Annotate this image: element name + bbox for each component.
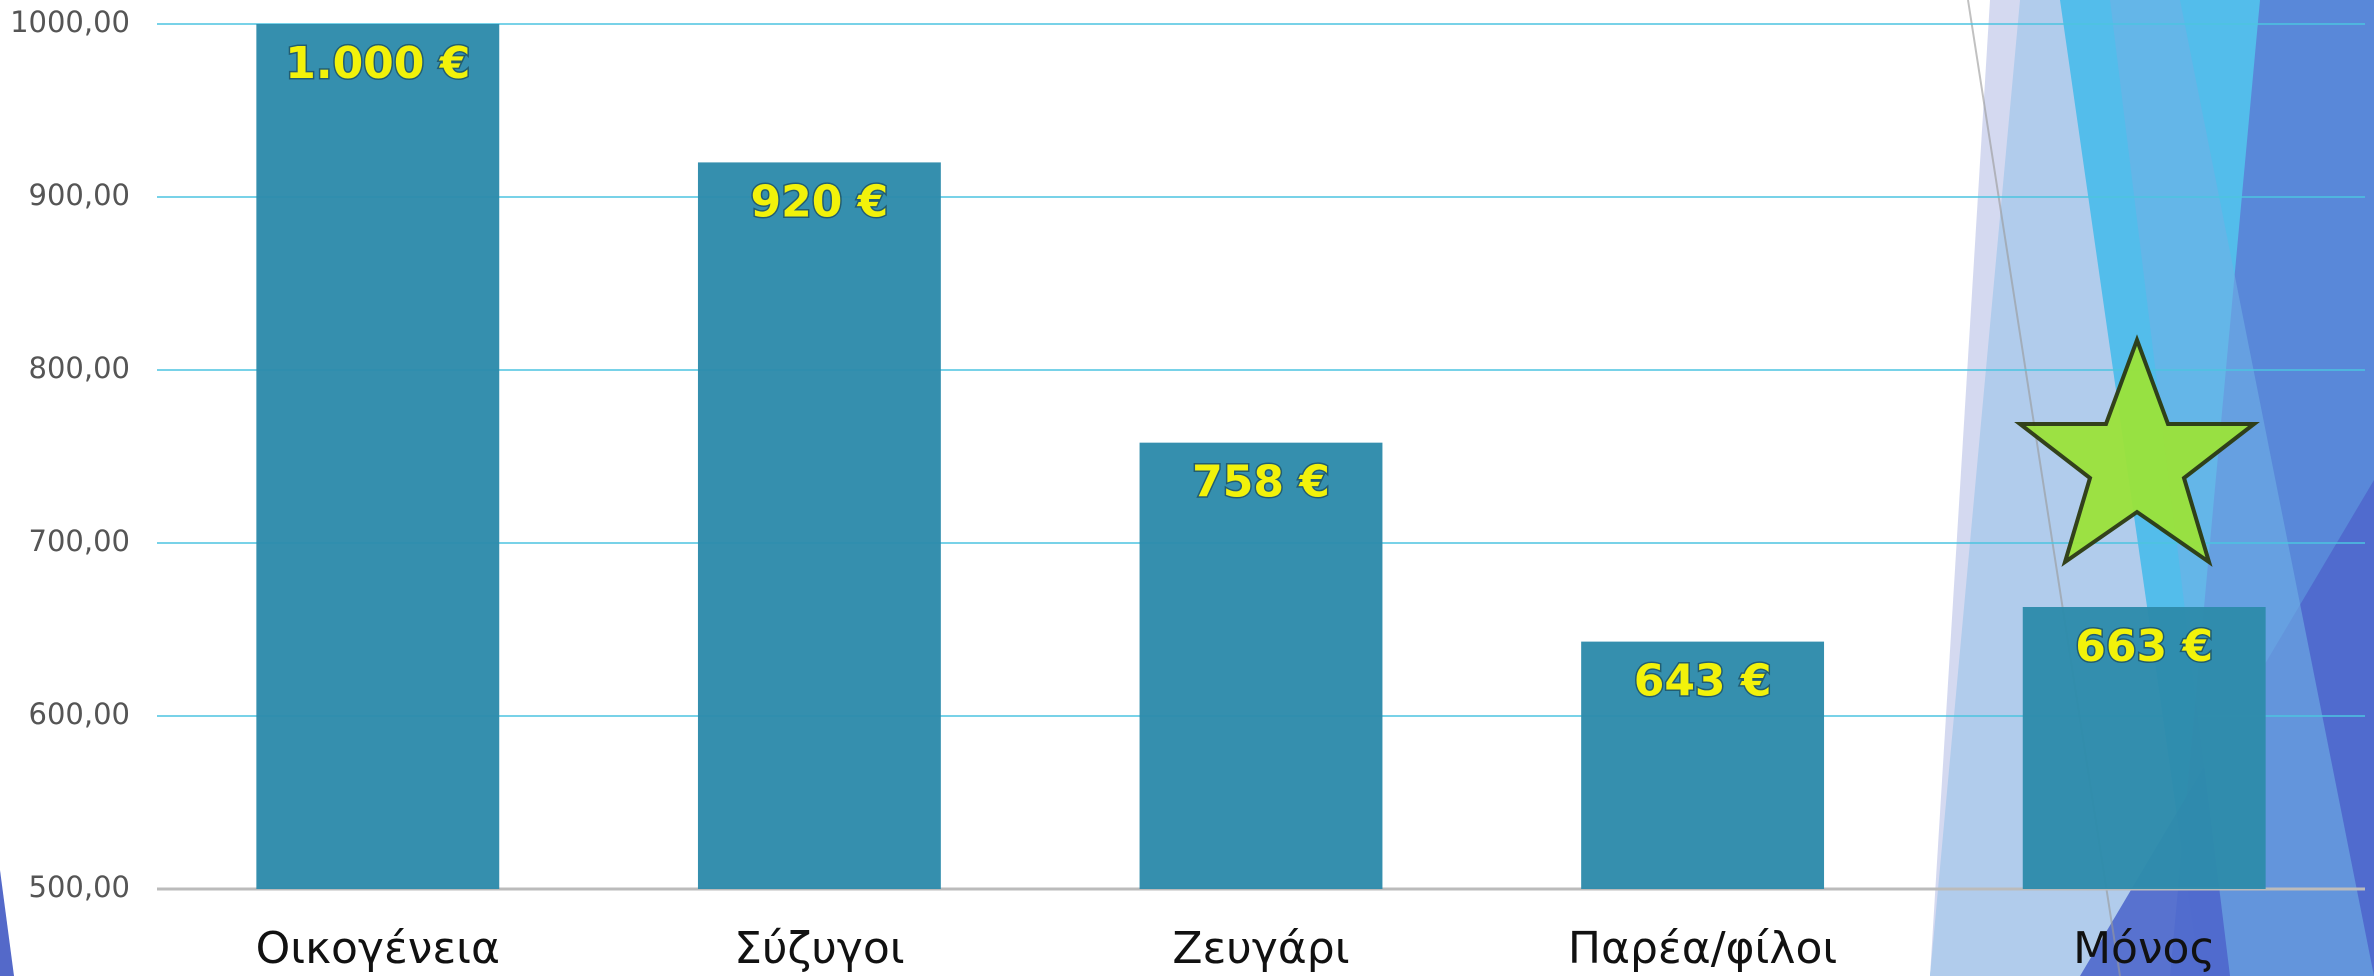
value-label: 643 € (1634, 656, 1772, 707)
x-tick-label: Ζευγάρι (1172, 923, 1349, 974)
x-tick-label: Οικογένεια (256, 923, 500, 974)
chart: 500,00 600,00 700,00 800,00 900,00 1000,00 Οικ… (0, 0, 2374, 976)
y-tick-label: 1000,00 (10, 5, 130, 39)
y-tick-label: 800,00 (29, 351, 130, 385)
bar (256, 24, 499, 889)
value-label: 1.000 € (285, 38, 470, 89)
y-tick-label: 700,00 (29, 524, 130, 558)
bar (698, 162, 941, 889)
value-label: 920 € (751, 176, 889, 227)
value-label: 758 € (1192, 457, 1330, 508)
x-tick-label: Μόνος (2073, 923, 2215, 974)
y-tick-label: 500,00 (29, 870, 130, 904)
x-tick-label: Σύζυγοι (734, 923, 905, 974)
value-label: 663 € (2075, 621, 2213, 672)
y-tick-label: 600,00 (29, 697, 130, 731)
x-tick-label: Παρέα/φίλοι (1568, 923, 1837, 974)
y-tick-label: 900,00 (29, 178, 130, 212)
bar (1140, 443, 1383, 889)
